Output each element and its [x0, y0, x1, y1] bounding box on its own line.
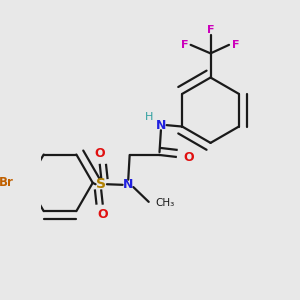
- Text: N: N: [123, 178, 134, 191]
- Text: O: O: [94, 147, 105, 160]
- Text: Br: Br: [0, 176, 14, 189]
- Text: F: F: [181, 40, 188, 50]
- Text: N: N: [156, 118, 166, 132]
- Text: CH₃: CH₃: [156, 198, 175, 208]
- Text: H: H: [146, 112, 154, 122]
- Text: F: F: [207, 25, 214, 35]
- Text: O: O: [184, 151, 194, 164]
- Text: O: O: [97, 208, 108, 221]
- Text: S: S: [96, 177, 106, 191]
- Text: F: F: [232, 40, 239, 50]
